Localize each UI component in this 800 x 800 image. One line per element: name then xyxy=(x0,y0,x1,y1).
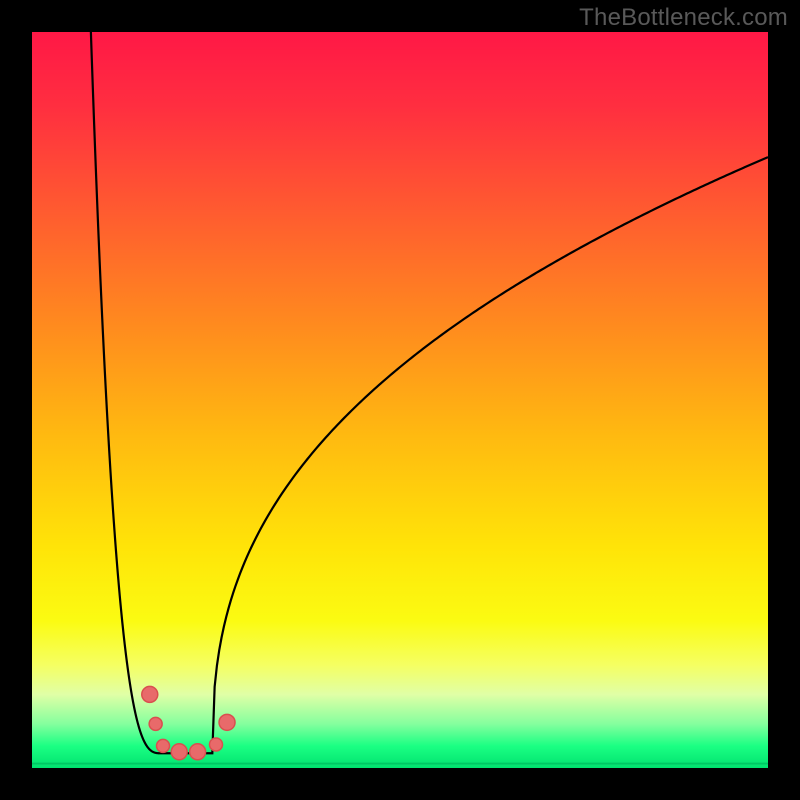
watermark-text: TheBottleneck.com xyxy=(579,4,788,32)
chart-frame: TheBottleneck.com xyxy=(0,0,800,800)
data-marker xyxy=(142,686,158,702)
data-marker xyxy=(210,738,223,751)
data-marker xyxy=(219,714,235,730)
bottleneck-chart xyxy=(32,32,768,768)
data-marker xyxy=(149,717,162,730)
data-marker xyxy=(190,744,206,760)
data-marker xyxy=(157,739,170,752)
data-marker xyxy=(171,744,187,760)
chart-background xyxy=(32,32,768,768)
